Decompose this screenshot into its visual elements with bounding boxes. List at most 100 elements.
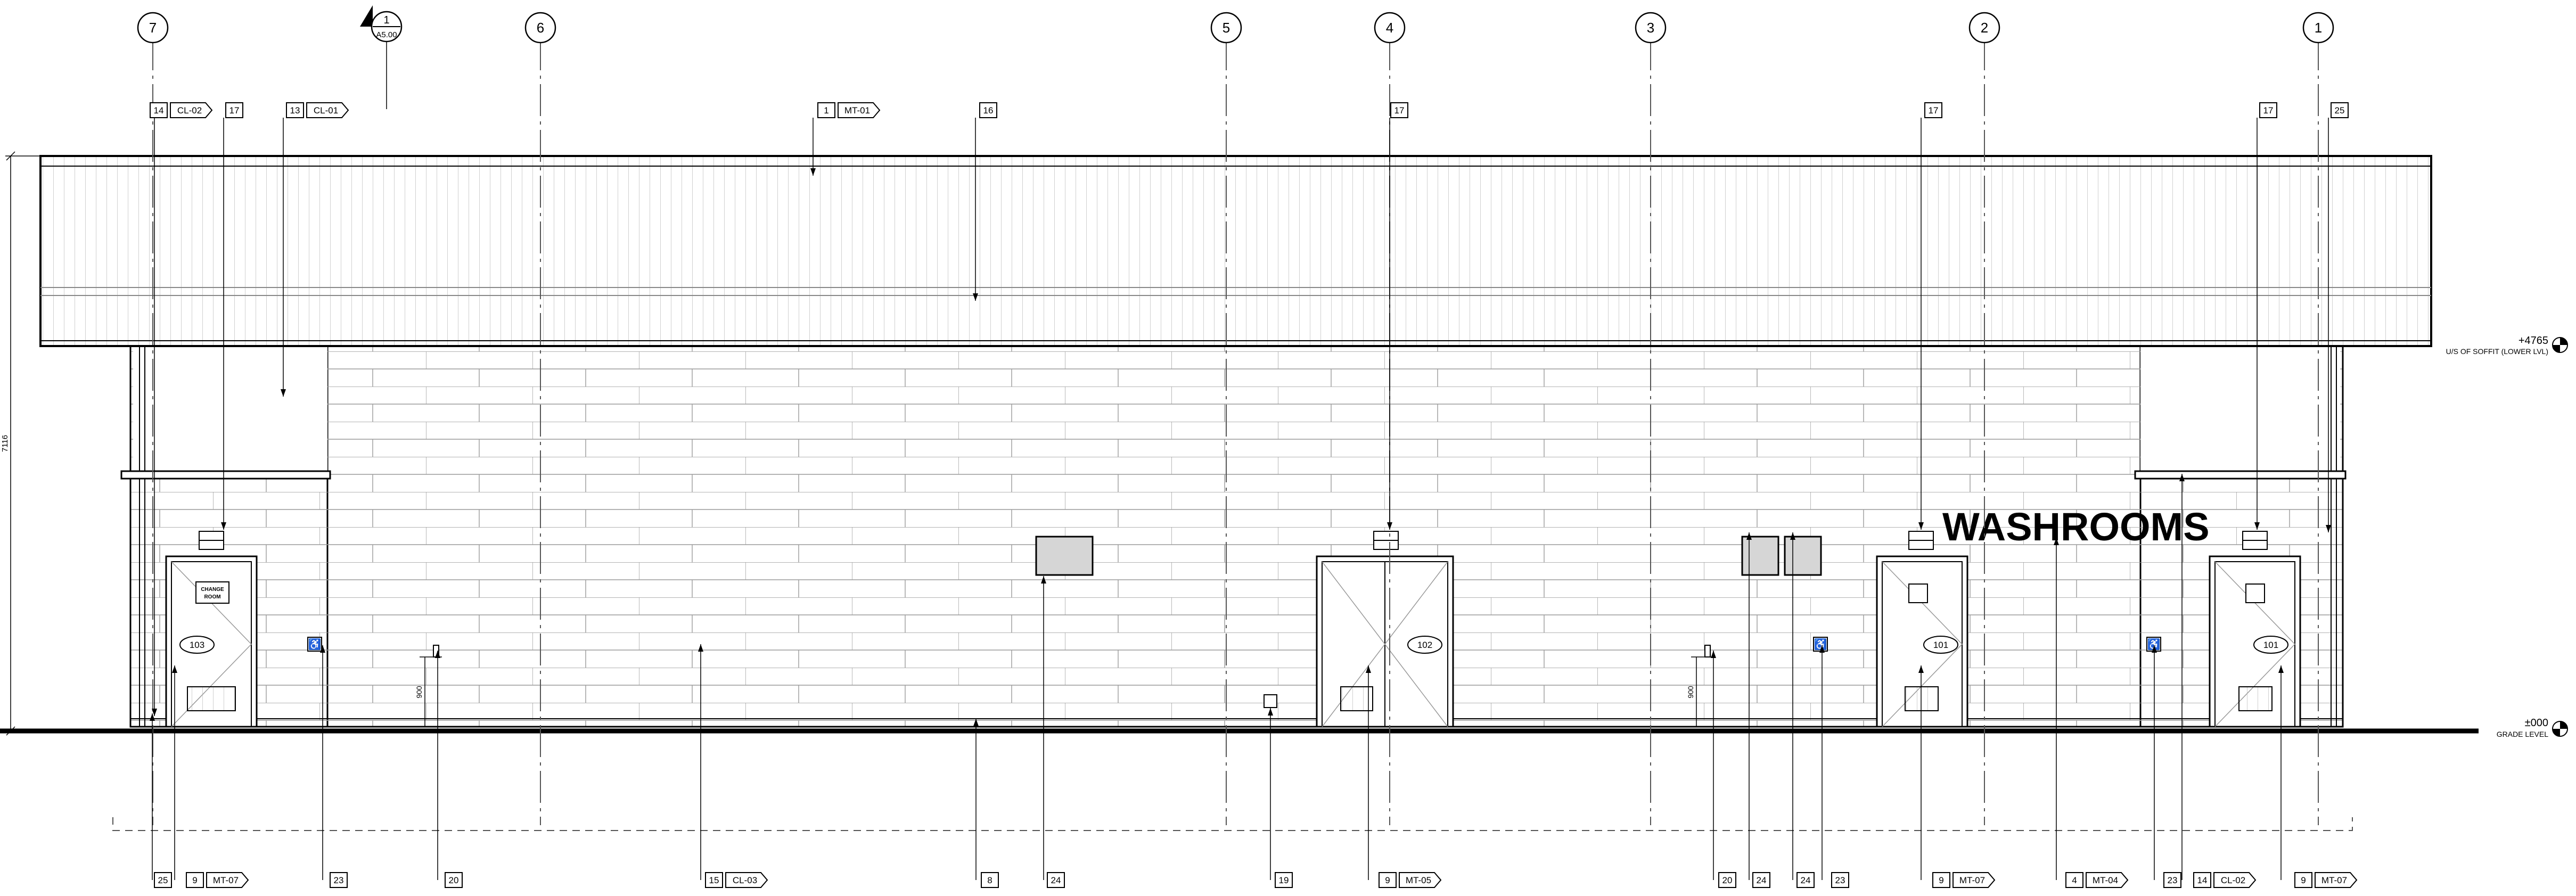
bottom-number: 23 xyxy=(1835,875,1845,885)
section-marker-number: 1 xyxy=(383,14,389,26)
top-material: CL-01 xyxy=(314,105,338,116)
section-marker xyxy=(360,5,403,109)
right-ledge xyxy=(2134,470,2347,480)
bottom-arrowhead xyxy=(2152,645,2157,653)
bottom-number-box xyxy=(330,872,348,888)
bottom-material-flag xyxy=(206,872,249,888)
top-material-flag xyxy=(838,102,881,118)
bottom-arrowhead xyxy=(2278,665,2284,673)
dim-900-right: 900 xyxy=(1686,686,1695,698)
bottom-number-box xyxy=(981,872,999,888)
bottom-number-box xyxy=(2294,872,2312,888)
bottom-tag: 20 xyxy=(1711,651,1736,888)
top-number-box xyxy=(2259,102,2277,118)
roof-fascia xyxy=(39,155,2432,347)
mounting-dimension-right xyxy=(1691,656,1713,727)
grid-label-3: 3 xyxy=(1647,20,1654,36)
bottom-number: 9 xyxy=(1385,875,1390,885)
right-upper-wall xyxy=(2140,346,2340,471)
top-arrowhead xyxy=(810,168,816,176)
bottom-material-flag xyxy=(1952,872,1996,888)
top-tag: 16 xyxy=(973,102,997,301)
grid-label-6: 6 xyxy=(537,20,544,36)
bottom-number: 20 xyxy=(1722,875,1733,885)
level-label-soffit: U/S OF SOFFIT (LOWER LVL) xyxy=(2446,347,2548,356)
grid-label-7: 7 xyxy=(149,20,157,36)
bottom-tag: 4 MT-04 xyxy=(2054,538,2129,888)
bottom-material: MT-07 xyxy=(2321,875,2347,885)
bottom-tag: 9 MT-05 xyxy=(1366,665,1442,888)
level-value-grade: ±000 xyxy=(2525,717,2548,729)
top-tag: 14 CL-02 xyxy=(150,102,213,716)
bottom-number-box xyxy=(1275,872,1293,888)
bottom-number-box xyxy=(1718,872,1736,888)
top-material: MT-01 xyxy=(844,105,870,116)
door-tag-oval xyxy=(1923,636,1958,654)
top-number: 1 xyxy=(824,105,828,116)
bottom-material: MT-07 xyxy=(1959,875,1985,885)
bottom-tag: 23 xyxy=(320,645,348,888)
bottom-arrowhead xyxy=(1790,532,1795,540)
bottom-tag: 9 MT-07 xyxy=(1918,665,1996,888)
top-number-box xyxy=(225,102,243,118)
bottom-number: 9 xyxy=(2301,875,2306,885)
bottom-number: 9 xyxy=(192,875,197,885)
bottom-number: 23 xyxy=(334,875,344,885)
dim-900-left: 900 xyxy=(415,686,423,698)
left-upper-wall xyxy=(133,346,327,471)
bottom-number-box xyxy=(2163,872,2181,888)
accessibility-icon: ♿ xyxy=(1814,638,1827,651)
bottom-arrowhead xyxy=(1746,532,1752,540)
bottom-number: 24 xyxy=(1051,875,1061,885)
bottom-number: 4 xyxy=(2072,875,2077,885)
bottom-number: 14 xyxy=(2197,875,2208,885)
top-arrowhead xyxy=(973,293,978,301)
bottom-material: MT-05 xyxy=(1406,875,1431,885)
level-label-grade: GRADE LEVEL xyxy=(2497,730,2548,738)
bottom-tag: 24 xyxy=(1790,532,1815,888)
door-tag-103: 103 xyxy=(190,640,204,650)
change-room-sign-line1: CHANGE xyxy=(201,587,224,593)
bottom-material-flag xyxy=(2213,872,2257,888)
bottom-number: 20 xyxy=(449,875,459,885)
bottom-number-box xyxy=(1752,872,1770,888)
bottom-material: MT-07 xyxy=(213,875,239,885)
level-marker-grade xyxy=(2552,721,2568,737)
top-number-box xyxy=(817,102,835,118)
door-tag-oval xyxy=(2253,636,2288,654)
bottom-arrowhead xyxy=(1819,645,1825,653)
bottom-arrowhead xyxy=(1268,708,1273,716)
bottom-number-box xyxy=(445,872,463,888)
bottom-number: 8 xyxy=(987,875,992,885)
top-number-box xyxy=(150,102,168,118)
footing-outline xyxy=(112,817,2353,831)
change-room-sign xyxy=(195,581,229,604)
bottom-tag: 19 xyxy=(1268,708,1293,888)
overall-height-dimension xyxy=(5,151,40,736)
bottom-number-box xyxy=(154,872,172,888)
left-ledge xyxy=(120,470,331,480)
door-tag-oval xyxy=(1407,636,1442,654)
bottom-number-box xyxy=(186,872,204,888)
bottom-tag: 23 xyxy=(1819,645,1849,888)
main-brick-wall xyxy=(129,345,2344,728)
bottom-arrowhead xyxy=(2054,538,2059,545)
top-number: 17 xyxy=(2263,105,2274,116)
top-arrowhead xyxy=(152,709,157,716)
top-tag: 13 CL-01 xyxy=(281,102,349,397)
change-room-sign-line2: ROOM xyxy=(204,594,220,600)
bottom-number: 19 xyxy=(1279,875,1289,885)
top-number: 17 xyxy=(229,105,240,116)
top-number: 16 xyxy=(983,105,994,116)
bottom-tag: 24 xyxy=(1041,576,1065,888)
bottom-number-box xyxy=(1047,872,1065,888)
top-number: 17 xyxy=(1394,105,1405,116)
level-marker-soffit xyxy=(2552,337,2568,353)
bottom-arrowhead xyxy=(2179,474,2185,481)
bottom-material: CL-02 xyxy=(2221,875,2245,885)
grid-label-4: 4 xyxy=(1386,20,1393,36)
top-number-box xyxy=(1924,102,1942,118)
accessibility-icon: ♿ xyxy=(308,638,322,651)
top-arrowhead xyxy=(1918,522,1924,530)
